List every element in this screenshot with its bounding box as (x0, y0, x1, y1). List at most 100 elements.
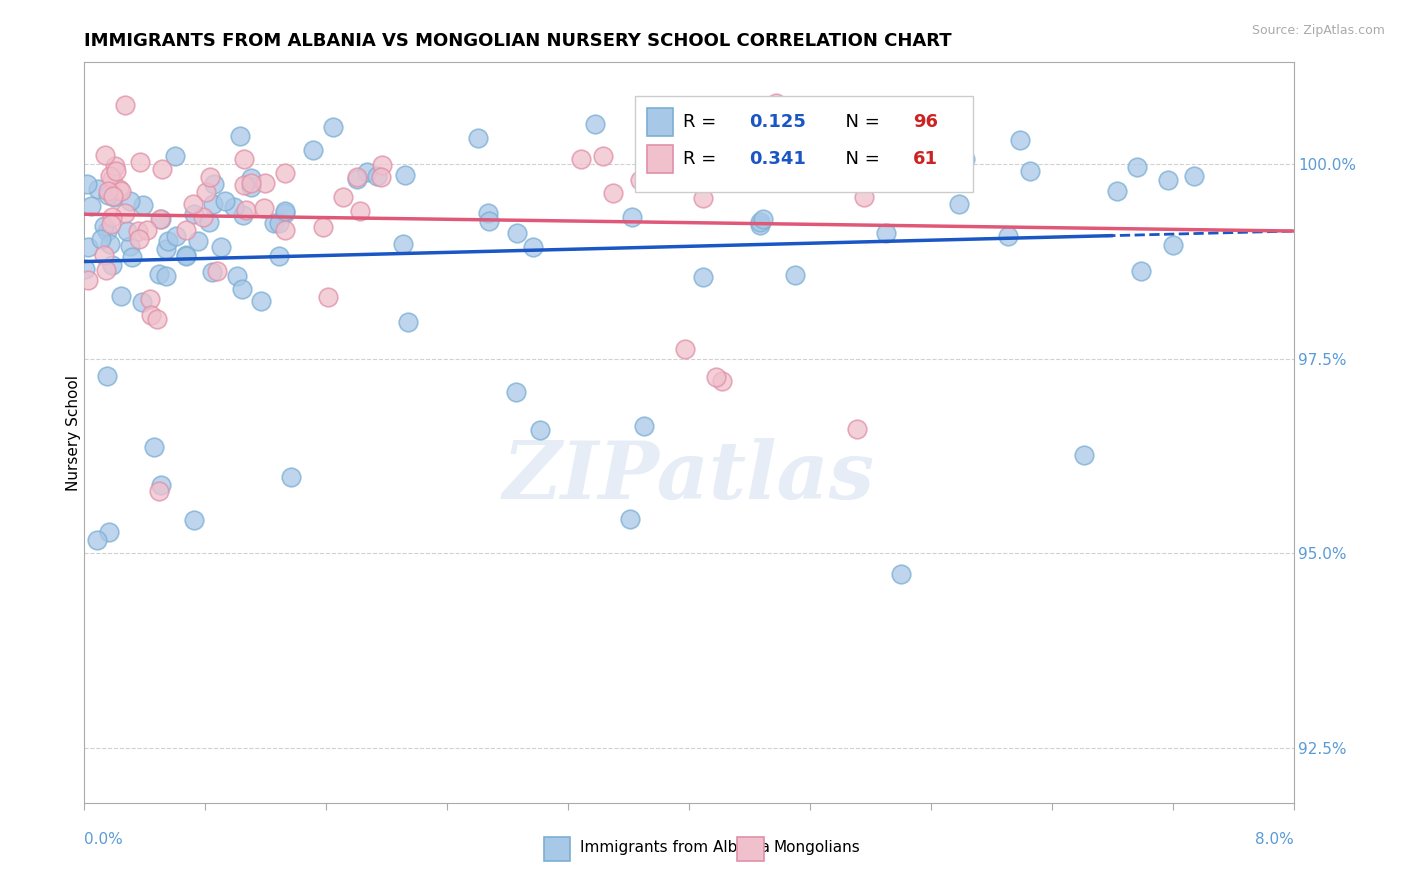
Text: 96: 96 (912, 112, 938, 130)
Point (1019, 164, 1042, 178)
Point (619, 512, 641, 526)
Point (77, 273, 100, 287)
Point (231, 282, 253, 296)
Text: 8.0%: 8.0% (1254, 832, 1294, 847)
Point (346, 170, 368, 185)
Point (101, 258, 124, 272)
Point (583, 117, 606, 131)
Point (875, 227, 897, 241)
Point (150, 161, 173, 176)
Point (103, 189, 125, 203)
Point (890, 567, 912, 582)
FancyBboxPatch shape (634, 95, 973, 192)
Point (101, 189, 124, 203)
Point (505, 384, 527, 399)
Point (240, 176, 263, 190)
Point (143, 441, 166, 455)
Point (163, 149, 186, 163)
Point (98, 237, 121, 252)
Point (96, 225, 118, 239)
Point (1161, 238, 1184, 252)
Point (127, 224, 149, 238)
Point (1126, 160, 1149, 174)
Point (263, 216, 285, 230)
Point (128, 232, 150, 246)
Point (96, 368, 118, 383)
Point (332, 189, 354, 203)
Point (477, 213, 499, 227)
Point (105, 163, 128, 178)
Text: N =: N = (834, 112, 886, 130)
Point (229, 129, 252, 144)
Point (749, 219, 772, 233)
Point (396, 315, 419, 329)
Point (139, 292, 162, 306)
Point (148, 483, 170, 498)
Point (141, 308, 163, 322)
Y-axis label: Nursery School: Nursery School (66, 375, 80, 491)
Point (505, 226, 527, 240)
Point (312, 219, 335, 234)
Point (752, 212, 775, 227)
Point (87, 182, 110, 196)
Point (1073, 448, 1095, 462)
Point (232, 178, 254, 193)
Point (370, 170, 392, 185)
Point (209, 240, 232, 254)
FancyBboxPatch shape (737, 837, 763, 861)
Point (94, 263, 117, 277)
Text: 0.0%: 0.0% (84, 832, 124, 847)
Text: R =: R = (683, 112, 721, 130)
Text: 61: 61 (912, 150, 938, 168)
Point (1010, 133, 1032, 147)
Point (1105, 185, 1128, 199)
FancyBboxPatch shape (544, 837, 571, 861)
Point (149, 211, 172, 226)
Point (232, 152, 254, 166)
Point (76, 240, 98, 254)
Point (149, 477, 172, 491)
Text: ZIPatlas: ZIPatlas (503, 438, 875, 516)
Point (114, 206, 136, 220)
Point (1182, 169, 1205, 183)
Point (366, 169, 388, 183)
Point (953, 152, 976, 166)
Point (93, 248, 115, 262)
Point (100, 210, 122, 224)
Point (274, 204, 297, 219)
Point (174, 223, 197, 237)
Point (522, 240, 544, 254)
Point (820, 143, 842, 157)
Point (267, 249, 290, 263)
Point (371, 158, 394, 172)
Point (239, 171, 262, 186)
Point (783, 268, 806, 282)
Point (90, 231, 112, 245)
Point (201, 265, 224, 279)
Point (727, 175, 749, 189)
Point (114, 98, 136, 112)
Point (253, 202, 276, 216)
Point (274, 165, 297, 179)
Point (121, 250, 143, 264)
Point (108, 182, 131, 196)
Point (120, 194, 142, 208)
Point (394, 168, 416, 182)
Text: 0.341: 0.341 (749, 150, 806, 168)
FancyBboxPatch shape (647, 145, 673, 173)
Point (97, 525, 120, 540)
Point (280, 470, 302, 484)
Point (1129, 264, 1152, 278)
Point (181, 196, 204, 211)
Point (157, 234, 180, 248)
Point (104, 160, 127, 174)
Point (467, 130, 489, 145)
Point (997, 228, 1019, 243)
Point (201, 197, 224, 211)
Point (253, 176, 276, 190)
FancyBboxPatch shape (647, 108, 673, 136)
Point (756, 172, 779, 186)
Point (1157, 173, 1180, 187)
Point (250, 293, 273, 308)
Point (197, 214, 219, 228)
